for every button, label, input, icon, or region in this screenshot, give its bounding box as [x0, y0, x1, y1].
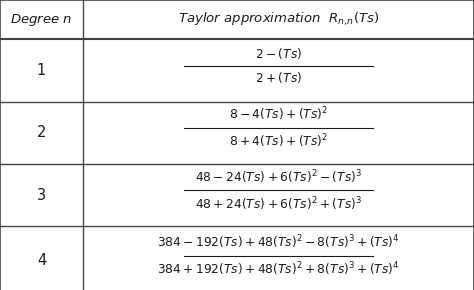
- Text: 1: 1: [37, 63, 46, 78]
- Text: 4: 4: [37, 253, 46, 268]
- Text: $8+4(Ts)+(Ts)^{2}$: $8+4(Ts)+(Ts)^{2}$: [229, 133, 328, 150]
- Text: 3: 3: [37, 188, 46, 202]
- Text: $48+24(Ts)+6(Ts)^{2}+(Ts)^{3}$: $48+24(Ts)+6(Ts)^{2}+(Ts)^{3}$: [195, 195, 362, 213]
- Text: $8-4(Ts)+(Ts)^{2}$: $8-4(Ts)+(Ts)^{2}$: [229, 106, 328, 124]
- Text: 2: 2: [37, 125, 46, 140]
- Text: $\mathit{Degree}\ n$: $\mathit{Degree}\ n$: [10, 12, 73, 28]
- Text: $\mathit{Taylor\ approximation}\ \ R_{n,\!n}(Ts)$: $\mathit{Taylor\ approximation}\ \ R_{n,…: [178, 11, 379, 28]
- Text: $384+192(Ts)+48(Ts)^{2}+8(Ts)^{3}+(Ts)^{4}$: $384+192(Ts)+48(Ts)^{2}+8(Ts)^{3}+(Ts)^{…: [157, 260, 400, 278]
- Text: $384-192(Ts)+48(Ts)^{2}-8(Ts)^{3}+(Ts)^{4}$: $384-192(Ts)+48(Ts)^{2}-8(Ts)^{3}+(Ts)^{…: [157, 233, 400, 251]
- Text: $48-24(Ts)+6(Ts)^{2}-(Ts)^{3}$: $48-24(Ts)+6(Ts)^{2}-(Ts)^{3}$: [195, 168, 362, 186]
- Text: $2-(Ts)$: $2-(Ts)$: [255, 46, 302, 61]
- Text: $2+(Ts)$: $2+(Ts)$: [255, 70, 302, 85]
